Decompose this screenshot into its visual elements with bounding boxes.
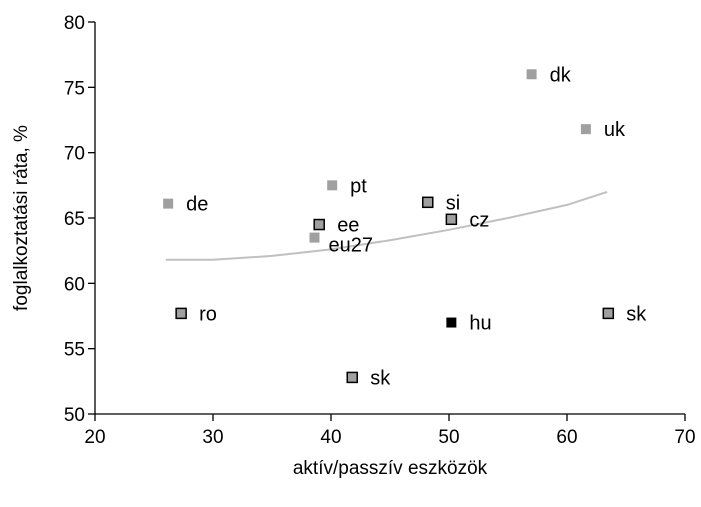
point-marker-ee bbox=[313, 218, 325, 231]
point-marker-si bbox=[422, 196, 434, 209]
point-marker-hu bbox=[446, 317, 457, 328]
x-tick-label: 50 bbox=[438, 427, 459, 448]
point-label-ro: ro bbox=[199, 303, 217, 325]
point-label-ee: ee bbox=[337, 215, 359, 237]
x-tick-label: 70 bbox=[674, 427, 695, 448]
point-marker-uk bbox=[580, 124, 591, 135]
point-marker-de bbox=[163, 198, 174, 209]
y-axis-label: foglalkoztatási ráta, % bbox=[11, 125, 32, 311]
point-marker-pt bbox=[327, 180, 338, 191]
y-tick-label: 75 bbox=[64, 78, 85, 99]
point-label-eu27: eu27 bbox=[328, 235, 373, 257]
point-label-sk: sk bbox=[370, 367, 391, 389]
point-marker-sk bbox=[602, 307, 615, 320]
point-label-dk: dk bbox=[550, 64, 572, 86]
point-label-pt: pt bbox=[350, 175, 367, 197]
point-marker-eu27 bbox=[309, 232, 320, 243]
point-label-cz: cz bbox=[469, 209, 489, 231]
x-tick-label: 60 bbox=[556, 427, 577, 448]
trendline bbox=[165, 190, 608, 261]
point-marker-sk bbox=[346, 371, 358, 384]
y-tick-label: 80 bbox=[64, 13, 85, 34]
point-marker-dk bbox=[526, 69, 537, 80]
point-marker-ro bbox=[175, 307, 187, 320]
point-marker-cz bbox=[445, 213, 458, 226]
y-tick-label: 70 bbox=[64, 144, 85, 165]
point-label-si: si bbox=[446, 192, 460, 214]
trendline-group bbox=[165, 190, 608, 261]
y-tick-label: 60 bbox=[64, 274, 85, 295]
x-tick-label: 20 bbox=[84, 427, 105, 448]
y-tick-label: 65 bbox=[64, 209, 85, 230]
point-label-uk: uk bbox=[604, 119, 626, 141]
x-axis-label: aktív/passzív eszközök bbox=[293, 458, 488, 479]
x-tick-label: 30 bbox=[202, 427, 223, 448]
point-label-sk: sk bbox=[626, 303, 647, 325]
axes: 50 55 60 65 70 75 80 20 30 40 50 60 70 bbox=[64, 13, 696, 448]
point-label-de: de bbox=[186, 194, 208, 216]
y-tick-label: 55 bbox=[64, 340, 85, 361]
point-label-hu: hu bbox=[469, 313, 491, 335]
y-tick-label: 50 bbox=[64, 405, 85, 426]
x-tick-label: 40 bbox=[320, 427, 341, 448]
